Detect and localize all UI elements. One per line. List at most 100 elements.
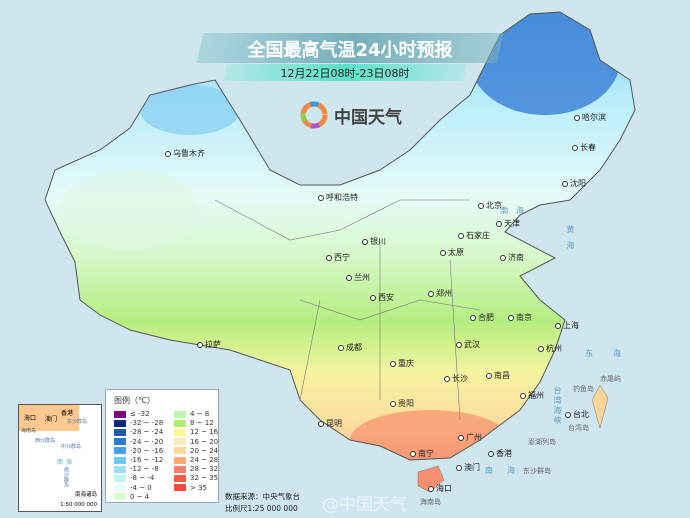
legend-item: 12 ~ 16 (174, 428, 218, 436)
legend-swatch (114, 438, 126, 446)
city-label: 合肥 (470, 312, 494, 323)
legend-swatch (114, 474, 126, 482)
legend-swatch (174, 410, 186, 418)
legend-label: 20 ~ 24 (190, 446, 219, 455)
city-label: 济南 (500, 252, 524, 263)
legend-swatch (174, 438, 186, 446)
city-marker-icon (197, 341, 203, 348)
legend-item: ≤ -32 (114, 410, 150, 418)
city-name: 银川 (370, 237, 386, 246)
city-marker-icon (508, 314, 514, 321)
legend-item: 0 ~ 4 (114, 493, 149, 501)
legend-item: > 35 (174, 484, 207, 492)
city-marker-icon (428, 290, 434, 297)
city-label: 福州 (520, 390, 544, 401)
legend-item: 32 ~ 35 (174, 474, 218, 482)
legend-swatch (174, 447, 186, 455)
city-label: 南昌 (486, 370, 510, 381)
legend-label: 4 ~ 8 (190, 410, 210, 418)
island-label: 海南岛 (420, 498, 441, 506)
city-label: 西安 (370, 292, 394, 303)
city-label: 香港 (488, 448, 512, 459)
legend-item: -24 ~ -20 (114, 438, 163, 446)
legend-item: 4 ~ 8 (174, 410, 209, 418)
city-label: 广州 (458, 432, 482, 443)
city-marker-icon (565, 411, 571, 418)
legend-swatch (114, 493, 126, 501)
city-name: 香港 (496, 449, 512, 458)
swirl-logo-icon (300, 101, 328, 129)
city-name: 昆明 (326, 419, 342, 428)
city-name: 石家庄 (466, 231, 490, 240)
legend-item: 16 ~ 20 (174, 438, 218, 446)
inset-label: 澳门 (45, 416, 58, 423)
city-marker-icon (488, 450, 494, 457)
city-marker-icon (410, 450, 416, 457)
city-label: 澳门 (456, 462, 480, 473)
city-name: 兰州 (354, 273, 370, 282)
forecast-period: 12月22日08时-23日08时 (280, 67, 410, 80)
inset-label: 香港 (61, 410, 74, 417)
city-name: 西安 (378, 293, 394, 302)
city-label: 石家庄 (458, 230, 490, 241)
legend-swatch (114, 419, 126, 427)
inset-label: 南沙群岛 (63, 467, 69, 487)
city-marker-icon (470, 314, 476, 321)
legend: 图例（℃） ≤ -32 -32 ~ -28 -28 ~ -24 -24 ~ -20 -2… (105, 389, 219, 503)
legend-swatch (174, 474, 186, 482)
legend-label: 32 ~ 35 (190, 474, 219, 483)
city-marker-icon (572, 144, 578, 151)
legend-swatch (174, 465, 186, 473)
city-label: 上海 (555, 320, 579, 331)
city-marker-icon (456, 464, 462, 471)
island-label: 台湾岛 (568, 424, 589, 432)
hainan-island (417, 465, 445, 493)
city-name: 拉萨 (205, 340, 221, 349)
legend-swatch (114, 428, 126, 436)
city-marker-icon (574, 114, 580, 121)
legend-label: 8 ~ 12 (190, 419, 214, 428)
sea-label: 南海 (485, 466, 529, 475)
city-name: 成都 (346, 343, 362, 352)
inset-label: 西沙群岛 (35, 438, 56, 444)
city-label: 长春 (572, 142, 596, 153)
city-label: 天津 (496, 218, 520, 229)
legend-label: -28 ~ -24 (130, 428, 164, 437)
china-weather-logo: 中国天气 (300, 101, 402, 129)
city-name: 乌鲁木齐 (173, 149, 205, 158)
city-marker-icon (555, 322, 561, 329)
city-label: 太原 (440, 247, 464, 258)
page-title: 全国最高气温24小时预报 (247, 40, 453, 61)
island-label: 东沙群岛 (523, 467, 551, 475)
legend-label: ≤ -32 (130, 410, 150, 418)
city-label: 郑州 (428, 288, 452, 299)
city-name: 台北 (573, 410, 589, 419)
city-name: 澳门 (464, 463, 480, 472)
inset-land (19, 405, 79, 431)
city-name: 沈阳 (570, 179, 586, 188)
city-marker-icon (458, 232, 464, 239)
city-marker-icon (456, 341, 462, 348)
inset-label: 南海 (57, 459, 76, 466)
inset-label: 中沙群岛 (61, 444, 82, 450)
city-label: 兰州 (346, 272, 370, 283)
city-marker-icon (478, 202, 484, 209)
legend-swatch (174, 428, 186, 436)
legend-swatch (114, 456, 126, 464)
legend-item: 28 ~ 32 (174, 465, 218, 473)
city-marker-icon (458, 434, 464, 441)
legend-swatch (114, 484, 126, 492)
city-name: 合肥 (478, 313, 494, 322)
city-marker-icon (562, 180, 568, 187)
city-label: 西宁 (326, 252, 350, 263)
legend-item: 24 ~ 28 (174, 456, 218, 464)
sea-label: 东海 (585, 349, 641, 358)
city-marker-icon (440, 249, 446, 256)
city-label: 成都 (338, 342, 362, 353)
city-marker-icon (444, 375, 450, 382)
legend-label: 12 ~ 16 (190, 428, 219, 437)
legend-label: -8 ~ -4 (130, 474, 155, 483)
city-marker-icon (500, 254, 506, 261)
city-name: 重庆 (398, 359, 414, 368)
city-label: 哈尔滨 (574, 112, 606, 123)
